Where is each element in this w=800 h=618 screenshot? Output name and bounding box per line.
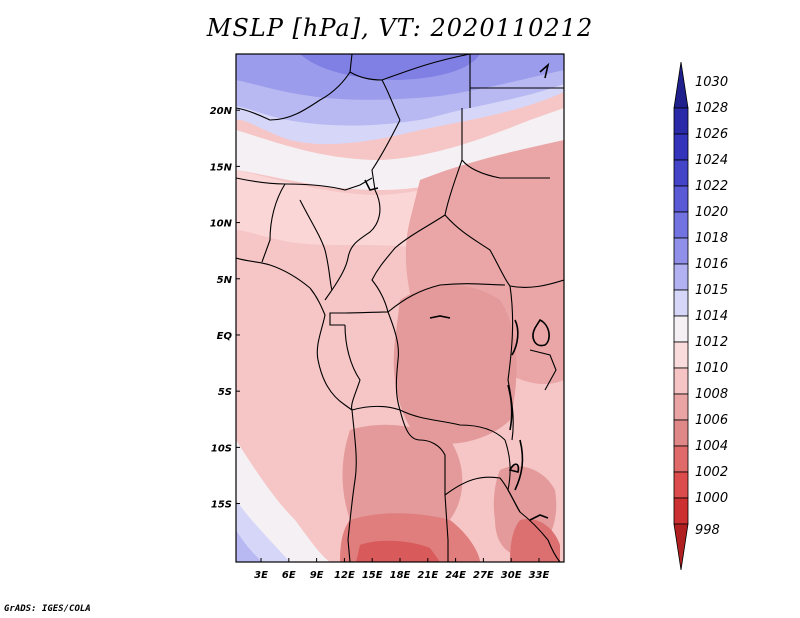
lat-tick-label: 15S — [211, 500, 232, 511]
colorbar-swatch — [673, 263, 689, 291]
latitude-axis: 20N 15N 10N 5N EQ 5S 10S 15S — [210, 106, 240, 511]
lat-tick-label: 5S — [218, 387, 232, 398]
colorbar-level-label: 1008 — [695, 387, 729, 402]
colorbar-swatch — [673, 523, 689, 571]
colorbar-swatch — [673, 185, 689, 213]
colorbar-swatch — [673, 61, 689, 109]
colorbar-swatch — [673, 107, 689, 135]
colorbar-swatch — [673, 419, 689, 447]
lat-tick-label: 15N — [210, 162, 233, 173]
lon-tick-label: 24E — [445, 570, 466, 581]
lon-tick-label: 33E — [529, 570, 550, 581]
colorbar-swatch — [673, 367, 689, 395]
colorbar-level-label: 1002 — [695, 465, 729, 480]
colorbar-swatch — [673, 211, 689, 239]
lat-tick-label: EQ — [217, 331, 233, 342]
lon-tick-label: 18E — [390, 570, 411, 581]
lon-tick-label: 12E — [334, 570, 355, 581]
pressure-field — [236, 54, 564, 562]
colorbar-level-label: 998 — [695, 523, 720, 538]
colorbar-level-label: 1010 — [695, 361, 729, 376]
colorbar — [673, 61, 689, 571]
lon-tick-label: 3E — [254, 570, 268, 581]
colorbar-level-label: 1026 — [695, 127, 729, 142]
colorbar-level-label: 1014 — [695, 309, 729, 324]
lakes — [364, 62, 550, 521]
colorbar-swatch — [673, 159, 689, 187]
colorbar-level-label: 1018 — [695, 231, 729, 246]
colorbar-level-label: 1000 — [695, 491, 729, 506]
colorbar-level-label: 1015 — [695, 283, 729, 298]
lon-tick-label: 27E — [473, 570, 494, 581]
lon-tick-label: 30E — [501, 570, 522, 581]
colorbar-swatch — [673, 497, 689, 525]
colorbar-swatch — [673, 289, 689, 317]
lon-tick-label: 21E — [417, 570, 438, 581]
colorbar-level-label: 1030 — [695, 75, 729, 90]
colorbar-level-label: 1012 — [695, 335, 729, 350]
lon-tick-label: 9E — [310, 570, 324, 581]
colorbar-level-label: 1004 — [695, 439, 729, 454]
lat-tick-label: 10N — [210, 219, 233, 230]
lat-tick-label: 10S — [211, 443, 232, 454]
lat-tick-label: 5N — [217, 275, 233, 286]
colorbar-swatch — [673, 445, 689, 473]
lon-tick-label: 6E — [282, 570, 296, 581]
colorbar-level-label: 1020 — [695, 205, 729, 220]
colorbar-swatch — [673, 133, 689, 161]
colorbar-swatch — [673, 471, 689, 499]
colorbar-level-label: 1006 — [695, 413, 729, 428]
colorbar-level-label: 1028 — [695, 101, 729, 116]
colorbar-swatch — [673, 393, 689, 421]
lat-tick-label: 20N — [210, 106, 233, 117]
plot-title: MSLP [hPa], VT: 2020110212 — [206, 14, 594, 42]
colorbar-swatch — [673, 315, 689, 343]
colorbar-swatch — [673, 341, 689, 369]
lon-tick-label: 15E — [362, 570, 383, 581]
grads-credit: GrADS: IGES/COLA — [4, 604, 91, 614]
longitude-axis: 3E 6E 9E 12E 15E 18E 21E 24E 27E 30E 33E — [254, 558, 550, 581]
colorbar-level-label: 1022 — [695, 179, 729, 194]
country-borders — [236, 54, 564, 562]
colorbar-level-label: 1016 — [695, 257, 729, 272]
colorbar-swatch — [673, 237, 689, 265]
colorbar-level-label: 1024 — [695, 153, 729, 168]
